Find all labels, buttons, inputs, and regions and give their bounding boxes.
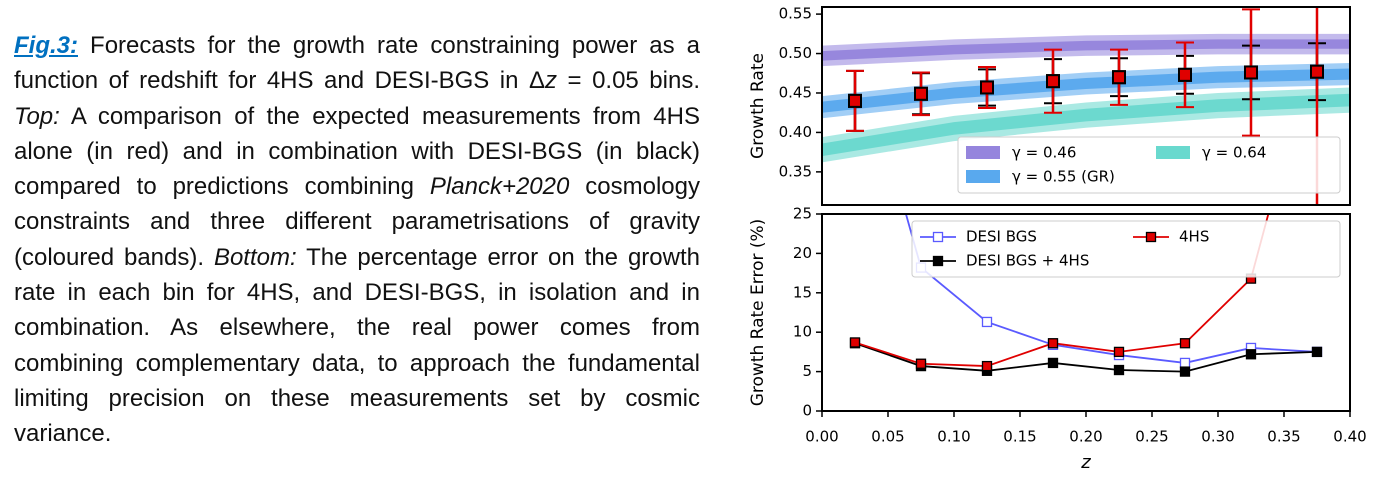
plot-frame [821, 213, 1351, 412]
x-tick-label: 0.00 [805, 428, 838, 446]
legend-label: DESI BGS + 4HS [966, 252, 1089, 270]
series-line [854, 342, 1318, 373]
x-axis-label: z [1080, 452, 1091, 473]
point-marker [1310, 64, 1324, 79]
y-tick-label: 20 [793, 244, 812, 262]
point-marker [981, 316, 993, 328]
series-line [854, 214, 1270, 367]
x-tick-label: 0.25 [1135, 428, 1168, 446]
point-marker [1047, 357, 1059, 369]
point-marker [1311, 346, 1323, 358]
point-marker [981, 360, 993, 372]
x-tick-label: 0.15 [1003, 428, 1036, 446]
point-marker [1179, 357, 1191, 369]
caption-italic: Bottom: [213, 243, 297, 271]
figure-label: Fig.3: [14, 32, 78, 59]
legend-label: γ = 0.55 (GR) [1012, 168, 1115, 186]
point-marker [1047, 338, 1059, 349]
point-marker [849, 337, 861, 348]
band-area [822, 39, 1350, 61]
point-marker [1178, 67, 1192, 82]
y-tick-label: 0 [802, 402, 812, 420]
point-marker [1244, 65, 1258, 80]
y-tick-label: 25 [793, 205, 812, 223]
band-area [822, 68, 1350, 113]
y-axis-label: Growth Rate [748, 53, 768, 159]
legend-swatch [966, 146, 1000, 159]
caption-text: Forecasts for the growth rate constraini… [14, 32, 700, 95]
y-tick-label: 0.50 [779, 44, 812, 62]
y-tick-label: 5 [802, 362, 812, 380]
y-tick-label: 0.45 [779, 83, 812, 101]
legend-label: 4HS [1179, 228, 1209, 246]
point-marker [1112, 70, 1126, 85]
caption-text: The percentage error on the growth rate … [14, 243, 700, 448]
legend-marker [932, 231, 944, 243]
x-tick-label: 0.20 [1069, 428, 1102, 446]
x-tick-label: 0.35 [1267, 428, 1300, 446]
legend-label: DESI BGS [966, 228, 1037, 246]
point-marker [848, 93, 862, 108]
figure-caption: Fig.3: Forecasts for the growth rate con… [14, 28, 700, 452]
point-marker [980, 80, 994, 95]
point-marker [851, 28, 860, 37]
x-tick-label: 0.05 [871, 428, 904, 446]
y-tick-label: 0.40 [779, 123, 812, 141]
point-marker [1113, 346, 1125, 358]
caption-text: = 0.05 bins. [557, 67, 700, 95]
legend-box [957, 136, 1341, 194]
point-marker [915, 358, 927, 369]
legend-label: γ = 0.46 [1012, 144, 1076, 162]
y-tick-label: 10 [793, 323, 812, 341]
band-area [822, 93, 1350, 157]
legend-box [911, 220, 1341, 278]
y-tick-label: 0.35 [779, 162, 812, 180]
y-tick-label: 15 [793, 283, 812, 301]
point-marker [914, 86, 928, 101]
legend-label: γ = 0.64 [1202, 144, 1266, 162]
x-tick-label: 0.10 [937, 428, 970, 446]
point-marker [1179, 366, 1191, 377]
plot-area [822, 7, 1350, 205]
x-tick-label: 0.40 [1333, 428, 1366, 446]
point-marker [1046, 74, 1060, 89]
legend-swatch [1156, 146, 1190, 159]
caption-italic: z [545, 67, 558, 95]
caption-text: cosmology constraints and three differen… [14, 173, 700, 271]
plot-frame [821, 6, 1351, 206]
y-axis-label: Growth Rate Error (%) [748, 219, 768, 407]
legend-swatch [966, 170, 1000, 183]
legend-marker [932, 255, 944, 267]
point-marker [1113, 364, 1125, 376]
y-tick-label: 0.55 [779, 5, 812, 23]
caption-italic: Top: [14, 102, 60, 130]
point-marker [1245, 349, 1257, 360]
point-marker [1179, 338, 1191, 349]
legend-marker [1145, 231, 1157, 243]
caption-text: A comparison of the expected measurement… [14, 102, 700, 201]
x-tick-label: 0.30 [1201, 428, 1234, 446]
caption-italic: Planck+2020 [429, 173, 570, 201]
